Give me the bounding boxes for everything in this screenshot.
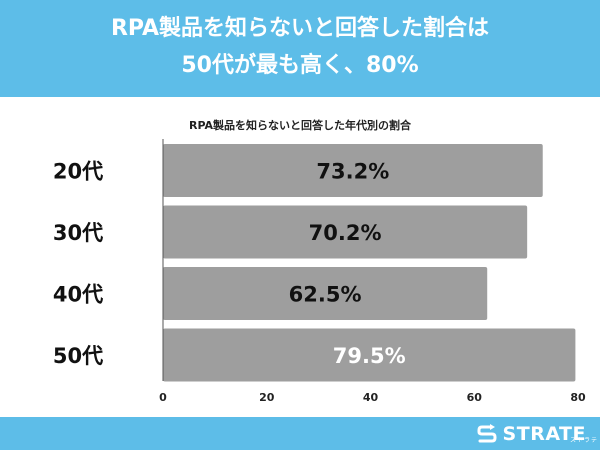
brand-subtext: ストラテ <box>569 437 598 444</box>
x-tick-label: 20 <box>259 391 275 404</box>
category-label: 30代 <box>53 221 103 245</box>
bar-30代 <box>163 205 528 259</box>
headline-line-1: RPA製品を知らないと回答した割合は <box>110 16 490 41</box>
x-axis-ticks: 0 20 40 60 80 <box>159 391 586 404</box>
value-label: 62.5% <box>289 283 362 307</box>
value-label: 70.2% <box>309 221 382 245</box>
value-label: 79.5% <box>333 344 406 368</box>
x-tick-label: 80 <box>570 391 586 404</box>
category-label: 40代 <box>53 283 103 307</box>
category-label: 50代 <box>53 344 103 368</box>
bars-layer: 20代 73.2% 30代 70.2% 40代 62.5% 50代 79.5% <box>53 144 576 382</box>
headline-line-2: 50代が最も高く、80% <box>181 53 419 78</box>
brand-name: STRATE <box>502 422 586 445</box>
x-tick-label: 60 <box>467 391 483 404</box>
s-arrow-logo-icon <box>477 423 497 442</box>
footer-bar: STRATE ストラテ <box>0 417 600 450</box>
bar-20代 <box>163 144 543 197</box>
category-label: 20代 <box>53 160 103 184</box>
x-tick-label: 0 <box>159 391 167 404</box>
chart-title: RPA製品を知らないと回答した年代別の割合 <box>189 118 412 132</box>
value-label: 73.2% <box>316 160 389 184</box>
bar-chart: RPA製品を知らないと回答した年代別の割合 20代 73.2% 30代 70.2% 40… <box>53 118 586 404</box>
header-banner: RPA製品を知らないと回答した割合は 50代が最も高く、80% <box>0 0 600 97</box>
bar-40代 <box>163 267 488 320</box>
x-tick-label: 40 <box>363 391 379 404</box>
brand-logo: STRATE <box>476 421 586 446</box>
bar-50代 <box>163 328 576 382</box>
